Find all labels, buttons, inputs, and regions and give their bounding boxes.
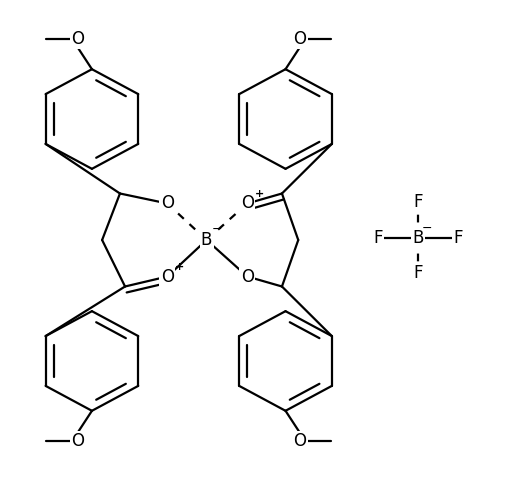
Text: O: O — [241, 267, 254, 286]
Text: +: + — [175, 262, 184, 272]
Text: O: O — [293, 432, 306, 450]
Text: F: F — [453, 228, 463, 247]
Text: O: O — [241, 194, 254, 213]
Text: O: O — [71, 432, 84, 450]
Text: O: O — [161, 194, 174, 213]
Text: −: − — [422, 222, 433, 235]
Text: O: O — [293, 30, 306, 48]
Text: F: F — [413, 193, 423, 211]
Text: O: O — [161, 267, 174, 286]
Text: B: B — [413, 228, 424, 247]
Text: +: + — [255, 189, 264, 199]
Text: F: F — [373, 228, 383, 247]
Text: B: B — [201, 231, 212, 249]
Text: −: − — [212, 223, 222, 236]
Text: F: F — [413, 264, 423, 282]
Text: O: O — [71, 30, 84, 48]
